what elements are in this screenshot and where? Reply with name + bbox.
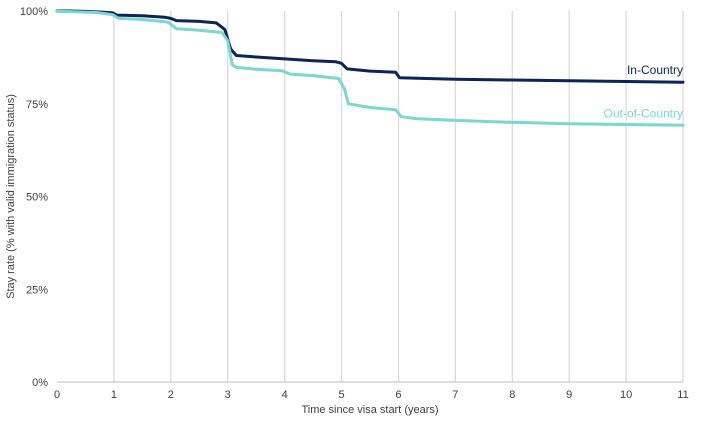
series-label-in-country: In-Country bbox=[627, 63, 683, 77]
series-line-out-of-country bbox=[55, 9, 685, 127]
gridlines bbox=[113, 11, 684, 382]
x-tick-label: 11 bbox=[677, 389, 688, 401]
y-axis-title: Stay rate (% with valid immigration stat… bbox=[5, 94, 17, 299]
x-tick-label: 4 bbox=[282, 389, 288, 401]
x-tick-label: 1 bbox=[111, 389, 117, 401]
x-tick-label: 8 bbox=[509, 389, 515, 401]
x-axis-title: Time since visa start (years) bbox=[301, 404, 438, 416]
x-tick-label: 9 bbox=[566, 389, 572, 401]
x-tick-label: 7 bbox=[452, 389, 458, 401]
y-tick-label: 100% bbox=[20, 6, 48, 18]
x-tick-label: 10 bbox=[620, 389, 632, 401]
x-tick-label: 0 bbox=[54, 389, 60, 401]
x-tick-label: 3 bbox=[225, 389, 231, 401]
series-lines bbox=[55, 9, 685, 127]
y-tick-label: 50% bbox=[26, 192, 48, 204]
y-tick-label: 0% bbox=[32, 377, 48, 389]
series-labels: In-Country Out-of-Country bbox=[604, 63, 683, 120]
series-label-out-of-country: Out-of-Country bbox=[604, 106, 683, 120]
y-tick-label: 75% bbox=[26, 99, 48, 111]
x-tick-label: 6 bbox=[395, 389, 401, 401]
x-tick-label: 5 bbox=[338, 389, 344, 401]
series-line-in-country bbox=[55, 9, 685, 84]
y-tick-label: 25% bbox=[26, 284, 48, 296]
x-tick-label: 2 bbox=[168, 389, 174, 401]
x-tick-labels: 0 1 2 3 4 5 6 7 8 9 10 11 bbox=[54, 389, 689, 401]
y-tick-labels: 0% 25% 50% 75% 100% bbox=[20, 6, 48, 389]
